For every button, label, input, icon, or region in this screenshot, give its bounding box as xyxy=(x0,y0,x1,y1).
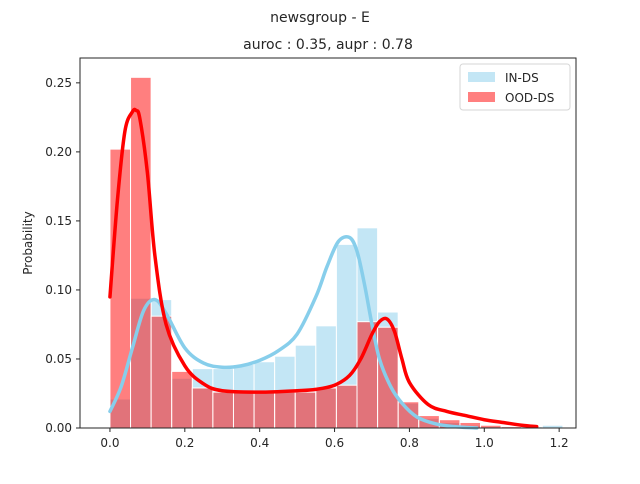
y-tick-label: 0.25 xyxy=(45,76,72,90)
legend-label-in-ds: IN-DS xyxy=(505,71,539,85)
x-tick-label: 1.0 xyxy=(475,436,494,450)
plot-area: 0.0 0.2 0.4 0.6 0.8 1.0 1.2 0.00 0.05 0.10 0.15 0.2… xyxy=(45,57,577,450)
legend-swatch-in-ds xyxy=(468,72,495,82)
histogram-bar xyxy=(253,391,276,429)
y-axis-label: Probability xyxy=(21,211,35,274)
legend: IN-DS OOD-DS xyxy=(459,63,571,111)
x-tick-label: 1.2 xyxy=(550,436,569,450)
chart-suptitle: newsgroup - E xyxy=(270,10,370,26)
x-tick-label: 0.4 xyxy=(250,436,269,450)
axes-frame xyxy=(79,57,577,429)
x-tick-label: 0.2 xyxy=(175,436,194,450)
histogram-bar xyxy=(315,387,337,429)
legend-swatch-ood-ds xyxy=(468,92,495,102)
histogram-bar xyxy=(191,387,214,429)
y-tick-label: 0.10 xyxy=(45,283,72,297)
y-tick-label: 0.05 xyxy=(45,352,72,366)
y-tick-label: 0.15 xyxy=(45,214,72,228)
histogram-bar xyxy=(294,391,317,429)
x-tick-label: 0.0 xyxy=(100,436,119,450)
histogram-bar xyxy=(335,384,358,429)
chart-title: auroc : 0.35, aupr : 0.78 xyxy=(243,37,413,53)
histogram-bar xyxy=(274,391,296,429)
legend-label-ood-ds: OOD-DS xyxy=(505,91,554,105)
kde-line-ood-ds xyxy=(108,107,539,429)
x-tick-label: 0.8 xyxy=(400,436,419,450)
histogram-bar xyxy=(232,391,255,429)
y-tick-label: 0.00 xyxy=(45,421,72,435)
x-tick-label: 0.6 xyxy=(325,436,344,450)
histogram-bar xyxy=(212,391,234,429)
histogram-bar xyxy=(171,370,193,429)
y-tick-label: 0.20 xyxy=(45,145,72,159)
kde-line-in-ds xyxy=(108,235,479,430)
